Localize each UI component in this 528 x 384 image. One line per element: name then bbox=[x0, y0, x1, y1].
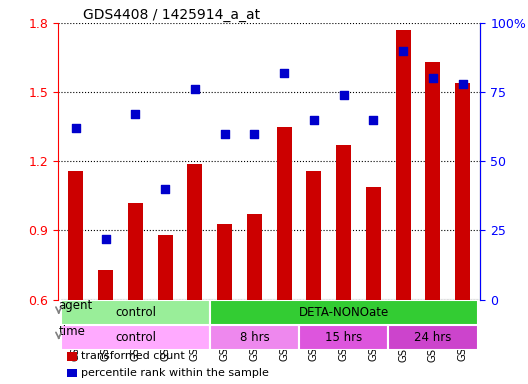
Text: GDS4408 / 1425914_a_at: GDS4408 / 1425914_a_at bbox=[83, 8, 260, 22]
Bar bbox=[247, 214, 262, 300]
Bar bbox=[395, 30, 411, 300]
Bar bbox=[336, 145, 351, 300]
Bar bbox=[61, 300, 210, 325]
Text: transformed count: transformed count bbox=[81, 351, 185, 361]
Bar bbox=[69, 170, 83, 300]
Point bbox=[369, 117, 378, 123]
Bar bbox=[426, 62, 440, 300]
Bar bbox=[210, 325, 299, 350]
Point bbox=[131, 111, 139, 118]
Bar bbox=[455, 83, 470, 300]
Bar bbox=[67, 352, 77, 361]
Text: DETA-NONOate: DETA-NONOate bbox=[298, 306, 389, 319]
Point bbox=[250, 131, 259, 137]
Bar bbox=[306, 170, 322, 300]
Point bbox=[72, 125, 80, 131]
Bar bbox=[299, 325, 388, 350]
Point bbox=[340, 92, 348, 98]
Text: 15 hrs: 15 hrs bbox=[325, 331, 362, 344]
Bar bbox=[98, 270, 113, 300]
Bar bbox=[128, 203, 143, 300]
Text: 24 hrs: 24 hrs bbox=[414, 331, 451, 344]
Bar bbox=[158, 235, 173, 300]
Text: 8 hrs: 8 hrs bbox=[240, 331, 269, 344]
Point bbox=[429, 75, 437, 81]
Bar bbox=[210, 300, 477, 325]
Text: control: control bbox=[115, 331, 156, 344]
Bar bbox=[366, 187, 381, 300]
Point bbox=[161, 186, 169, 192]
Bar bbox=[67, 369, 77, 377]
Bar bbox=[388, 325, 477, 350]
Bar bbox=[277, 127, 291, 300]
Text: time: time bbox=[59, 325, 86, 338]
Text: agent: agent bbox=[59, 300, 93, 313]
Point bbox=[101, 236, 110, 242]
Bar bbox=[217, 223, 232, 300]
Point bbox=[310, 117, 318, 123]
Bar bbox=[187, 164, 202, 300]
Point bbox=[399, 48, 408, 54]
Text: percentile rank within the sample: percentile rank within the sample bbox=[81, 368, 269, 378]
Point bbox=[458, 81, 467, 87]
Point bbox=[280, 70, 288, 76]
Text: control: control bbox=[115, 306, 156, 319]
Point bbox=[220, 131, 229, 137]
Bar bbox=[61, 325, 210, 350]
Point bbox=[191, 86, 199, 93]
